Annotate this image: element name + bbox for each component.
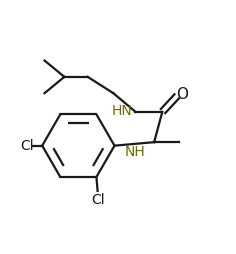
Text: NH: NH [125,145,146,159]
Text: Cl: Cl [20,139,34,153]
Text: O: O [176,87,188,102]
Text: HN: HN [112,104,133,118]
Text: Cl: Cl [91,193,104,207]
